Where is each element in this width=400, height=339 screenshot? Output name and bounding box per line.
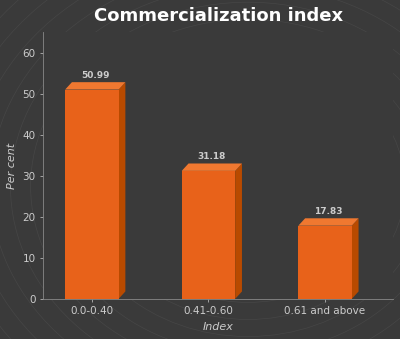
Polygon shape <box>118 82 125 299</box>
Text: 50.99: 50.99 <box>81 71 110 80</box>
Polygon shape <box>182 163 242 171</box>
Polygon shape <box>298 226 352 299</box>
Text: 17.83: 17.83 <box>314 207 343 216</box>
Polygon shape <box>298 218 358 226</box>
Polygon shape <box>65 82 125 89</box>
Polygon shape <box>182 171 235 299</box>
Polygon shape <box>65 89 118 299</box>
Title: Commercialization index: Commercialization index <box>94 7 343 25</box>
X-axis label: Index: Index <box>203 322 234 332</box>
Text: 31.18: 31.18 <box>198 153 226 161</box>
Y-axis label: Per cent: Per cent <box>7 142 17 188</box>
Polygon shape <box>235 163 242 299</box>
Polygon shape <box>352 218 358 299</box>
